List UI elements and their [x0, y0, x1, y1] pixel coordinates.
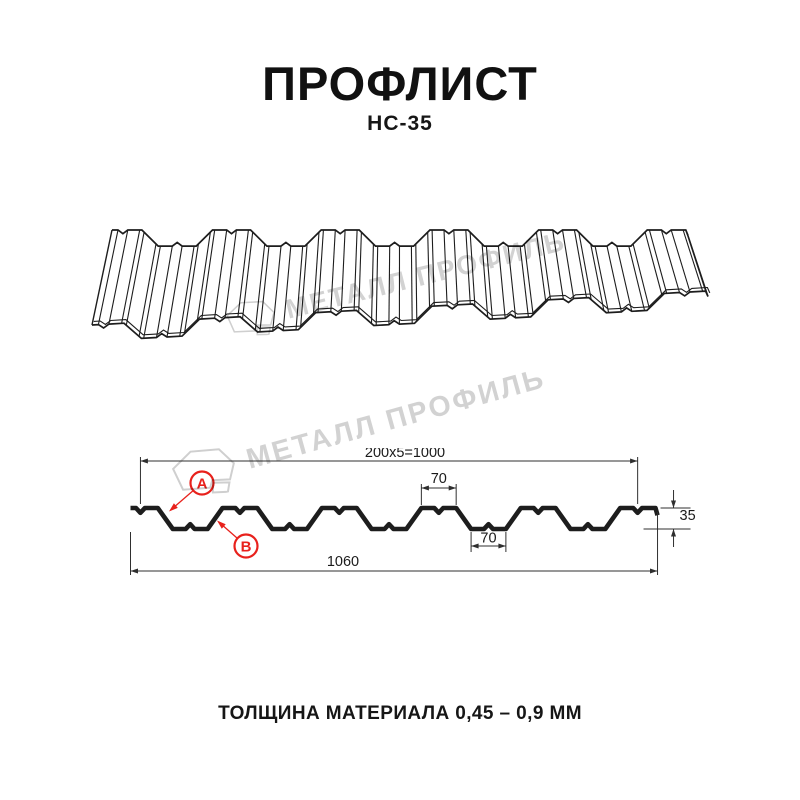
svg-text:1060: 1060: [327, 554, 359, 570]
marker-letter: В: [241, 539, 252, 556]
dimension-pitch: 200x5=1000: [139, 448, 639, 504]
dimension-height: 35: [643, 490, 696, 547]
svg-text:35: 35: [680, 508, 696, 524]
svg-text:200x5=1000: 200x5=1000: [365, 448, 445, 461]
sheet-3d: [91, 229, 711, 340]
profile-cross-section-drawing: 200x5=1000 70 70 35 1060 А В: [130, 448, 696, 575]
dimension-valley-width: 70: [470, 531, 507, 552]
profile-model-subtitle: НС-35: [367, 112, 433, 135]
sheet-left-cut-edge: [91, 229, 113, 326]
dimension-crest-width: 70: [420, 471, 457, 505]
sheet-right-cut-edge: [687, 235, 709, 297]
section-profile-line: [130, 505, 660, 532]
marker-letter: А: [197, 476, 208, 493]
marker-circle: [233, 533, 259, 559]
dimension-overall-width: 1060: [130, 512, 659, 575]
svg-text:70: 70: [480, 531, 496, 547]
material-thickness-note: ТОЛЩИНА МАТЕРИАЛА 0,45 – 0,9 ММ: [218, 703, 582, 724]
svg-text:70: 70: [431, 471, 447, 487]
sheet-far-edge: [112, 229, 689, 247]
page-title: ПРОФЛИСТ: [262, 57, 538, 110]
sheet-near-edge: [91, 290, 709, 340]
sheet-thickness-line: [93, 286, 711, 336]
side-marker-b: В: [217, 520, 259, 559]
profile-3d-drawing: [91, 229, 711, 340]
side-marker-a: А: [169, 470, 215, 512]
